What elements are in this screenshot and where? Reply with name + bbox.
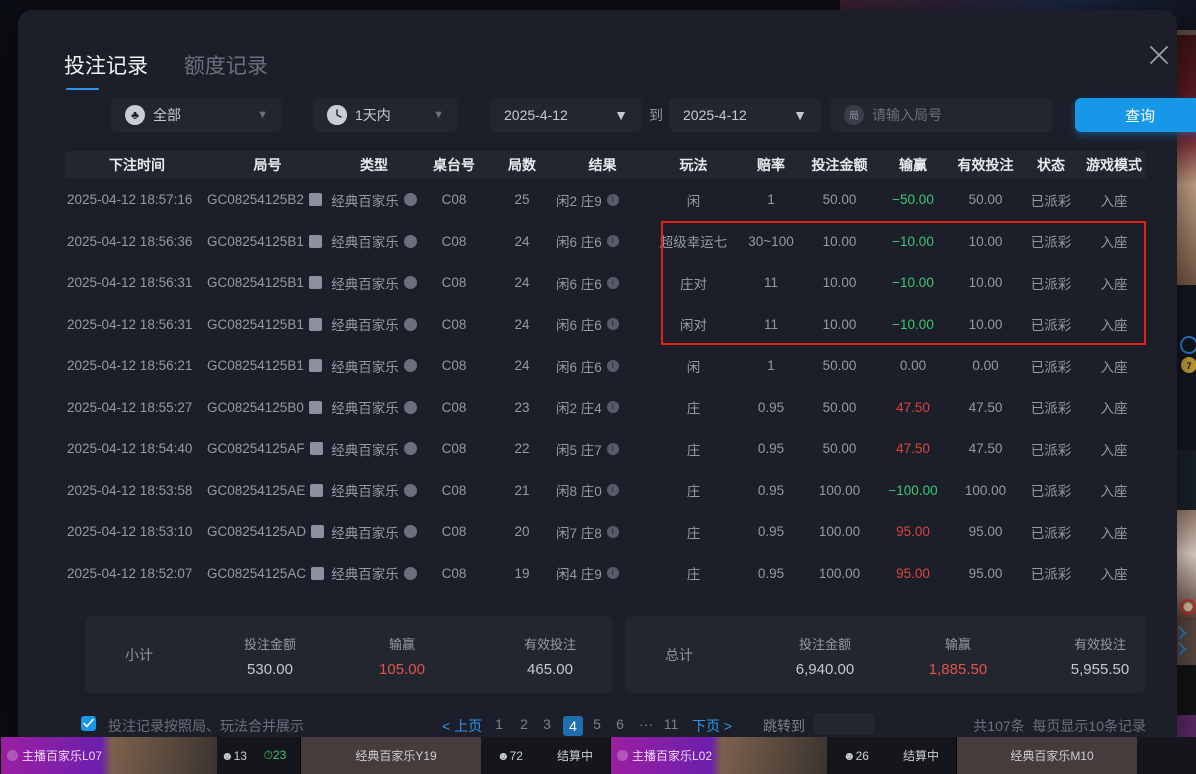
- svg-text:局: 局: [849, 110, 859, 122]
- svg-text:7: 7: [1186, 361, 1191, 371]
- svg-text:♣: ♣: [131, 108, 139, 122]
